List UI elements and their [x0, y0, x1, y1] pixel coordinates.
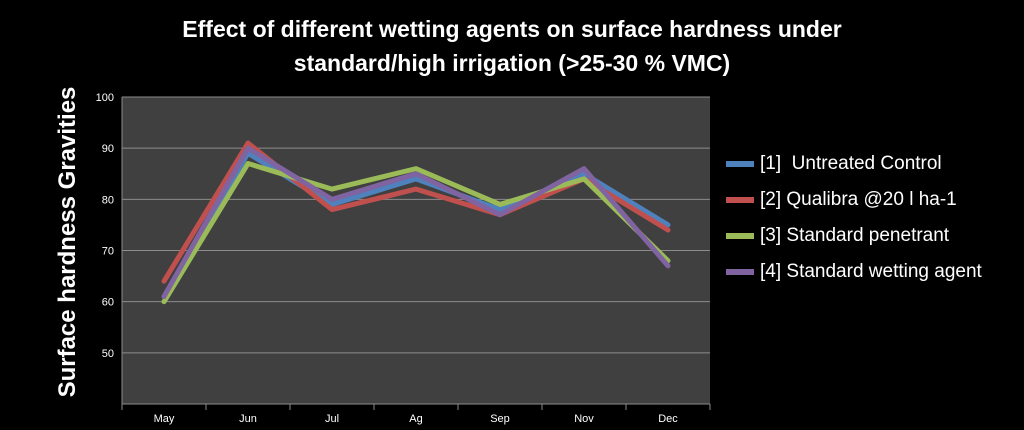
y-tick-label: 90 — [102, 143, 114, 155]
chart-title: Effect of different wetting agents on su… — [0, 12, 1024, 80]
y-tick-label: 80 — [102, 194, 114, 206]
y-tick-label: 50 — [102, 348, 114, 360]
legend-item-4: [4] Standard wetting agent — [726, 254, 982, 290]
x-tick-label-jul: Jul — [325, 413, 339, 425]
y-tick-label: 70 — [102, 246, 114, 258]
legend-label: [3] Standard penetrant — [760, 225, 950, 246]
legend: [1] Untreated Control [2] Qualibra @20 l … — [726, 146, 982, 290]
legend-label: [1] Untreated Control — [760, 153, 942, 174]
legend-swatch — [726, 269, 754, 275]
y-tick-label: 100 — [96, 92, 114, 104]
legend-swatch — [726, 197, 754, 203]
legend-label: [2] Qualibra @20 l ha-1 — [760, 189, 957, 210]
x-tick-label-sep: Sep — [490, 413, 510, 425]
legend-swatch — [726, 161, 754, 167]
x-tick-label-ag: Ag — [409, 413, 422, 425]
legend-item-3: [3] Standard penetrant — [726, 218, 982, 254]
y-tick-label: 60 — [102, 297, 114, 309]
x-tick-label-nov: Nov — [574, 413, 594, 425]
x-tick-label-dec: Dec — [658, 413, 678, 425]
legend-item-1: [1] Untreated Control — [726, 146, 982, 182]
legend-item-2: [2] Qualibra @20 l ha-1 — [726, 182, 982, 218]
chart-title-line-1: Effect of different wetting agents on su… — [182, 16, 842, 42]
legend-swatch — [726, 233, 754, 239]
legend-label: [4] Standard wetting agent — [760, 261, 982, 282]
x-tick-label-jun: Jun — [239, 413, 257, 425]
x-tick-label-may: May — [154, 413, 175, 425]
chart-title-line-2: standard/high irrigation (>25-30 % VMC) — [293, 50, 731, 76]
